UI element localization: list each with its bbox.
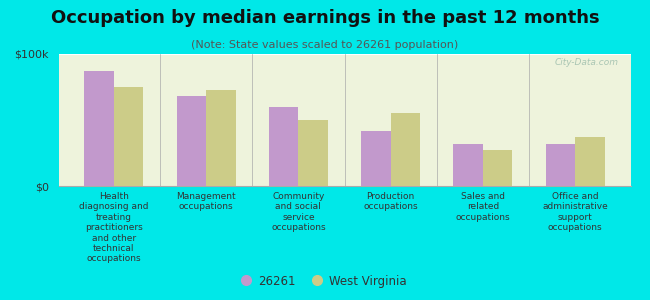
Text: Production
occupations: Production occupations bbox=[363, 192, 418, 212]
Text: (Note: State values scaled to 26261 population): (Note: State values scaled to 26261 popu… bbox=[191, 40, 459, 50]
Bar bbox=[453, 144, 483, 186]
Bar bbox=[206, 90, 236, 186]
Bar bbox=[269, 107, 298, 186]
Text: City-Data.com: City-Data.com bbox=[555, 58, 619, 67]
Bar bbox=[84, 71, 114, 186]
Text: Health
diagnosing and
treating
practitioners
and other
technical
occupations: Health diagnosing and treating practitio… bbox=[79, 192, 149, 263]
Text: Sales and
related
occupations: Sales and related occupations bbox=[456, 192, 510, 222]
Bar bbox=[391, 113, 420, 186]
Bar bbox=[361, 130, 391, 186]
Text: Management
occupations: Management occupations bbox=[176, 192, 236, 212]
Bar bbox=[545, 144, 575, 186]
Text: Community
and social
service
occupations: Community and social service occupations bbox=[271, 192, 326, 232]
Legend: 26261, West Virginia: 26261, West Virginia bbox=[240, 271, 410, 291]
Bar bbox=[114, 87, 144, 186]
Text: Occupation by median earnings in the past 12 months: Occupation by median earnings in the pas… bbox=[51, 9, 599, 27]
Bar bbox=[483, 150, 512, 186]
Text: Office and
administrative
support
occupations: Office and administrative support occupa… bbox=[542, 192, 608, 232]
Bar bbox=[298, 120, 328, 186]
Bar bbox=[575, 137, 604, 186]
Bar bbox=[177, 96, 206, 186]
